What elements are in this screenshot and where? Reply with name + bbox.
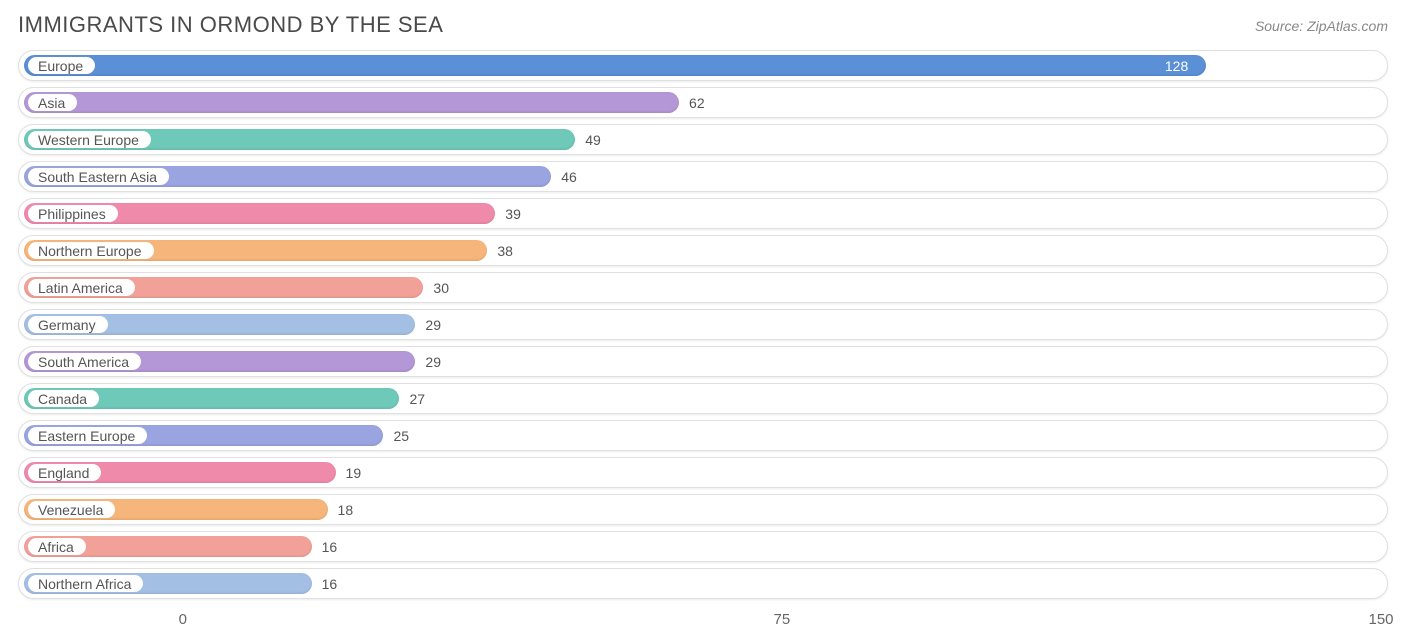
bar-category-label: Eastern Europe (28, 427, 147, 444)
bar-fill: Philippines (24, 203, 495, 224)
bar-row: 46 South Eastern Asia (18, 161, 1388, 192)
chart-header: IMMIGRANTS IN ORMOND BY THE SEA Source: … (0, 0, 1406, 42)
bar-fill: Eastern Europe (24, 425, 383, 446)
bar-fill: Canada (24, 388, 399, 409)
bar-value-label: 39 (505, 206, 521, 222)
bar-category-label: Western Europe (28, 131, 151, 148)
x-axis-tick: 0 (179, 611, 187, 628)
bar-value-label: 29 (425, 317, 441, 333)
bar-value-label: 19 (346, 465, 362, 481)
bar-row: 62 Asia (18, 87, 1388, 118)
bar-fill: South America (24, 351, 415, 372)
bar-row: 25 Eastern Europe (18, 420, 1388, 451)
bar-category-label: Venezuela (28, 501, 115, 518)
bar-value-label: 46 (561, 169, 577, 185)
bar-fill: England (24, 462, 336, 483)
bar-value-label: 18 (338, 502, 354, 518)
chart-source: Source: ZipAtlas.com (1255, 18, 1388, 34)
bar-category-label: South Eastern Asia (28, 168, 169, 185)
chart-title: IMMIGRANTS IN ORMOND BY THE SEA (18, 12, 443, 38)
bar-value-label: 49 (585, 132, 601, 148)
bar-row: 16 Northern Africa (18, 568, 1388, 599)
bar-value-label: 25 (393, 428, 409, 444)
bar-fill: Venezuela (24, 499, 328, 520)
bar-value-label: 128 (1165, 58, 1188, 74)
bar-category-label: Latin America (28, 279, 135, 296)
bar-fill: Europe 128 (24, 55, 1206, 76)
bar-fill: Africa (24, 536, 312, 557)
bar-fill: Northern Africa (24, 573, 312, 594)
bar-row: 16 Africa (18, 531, 1388, 562)
x-axis: 075150 (18, 605, 1388, 635)
bar-category-label: England (28, 464, 101, 481)
bar-category-label: Northern Africa (28, 575, 143, 592)
bar-value-label: 30 (433, 280, 449, 296)
bar-fill: Germany (24, 314, 415, 335)
bar-row: 19 England (18, 457, 1388, 488)
bar-value-label: 62 (689, 95, 705, 111)
bar-row: 27 Canada (18, 383, 1388, 414)
bar-row: 38 Northern Europe (18, 235, 1388, 266)
bar-category-label: Africa (28, 538, 86, 555)
bar-row: 29 Germany (18, 309, 1388, 340)
bar-category-label: Europe (28, 57, 95, 74)
x-axis-tick: 150 (1368, 611, 1393, 628)
bar-row: 30 Latin America (18, 272, 1388, 303)
bar-category-label: Asia (28, 94, 77, 111)
bar-category-label: Philippines (28, 205, 118, 222)
bar-value-label: 29 (425, 354, 441, 370)
bar-row: 49 Western Europe (18, 124, 1388, 155)
bar-fill: Latin America (24, 277, 423, 298)
bar-fill: Asia (24, 92, 679, 113)
bar-value-label: 38 (497, 243, 513, 259)
bar-row: 18 Venezuela (18, 494, 1388, 525)
bar-fill: South Eastern Asia (24, 166, 551, 187)
bar-value-label: 16 (322, 576, 338, 592)
bar-fill: Western Europe (24, 129, 575, 150)
bar-value-label: 16 (322, 539, 338, 555)
chart-area: Europe 128 62 Asia 49 Western Europe 46 South E… (0, 42, 1406, 599)
bar-row: 39 Philippines (18, 198, 1388, 229)
bar-row: Europe 128 (18, 50, 1388, 81)
bar-category-label: Northern Europe (28, 242, 154, 259)
bar-category-label: Canada (28, 390, 99, 407)
bar-row: 29 South America (18, 346, 1388, 377)
bar-fill: Northern Europe (24, 240, 487, 261)
bar-category-label: Germany (28, 316, 108, 333)
bar-category-label: South America (28, 353, 141, 370)
x-axis-tick: 75 (774, 611, 791, 628)
bar-value-label: 27 (409, 391, 425, 407)
